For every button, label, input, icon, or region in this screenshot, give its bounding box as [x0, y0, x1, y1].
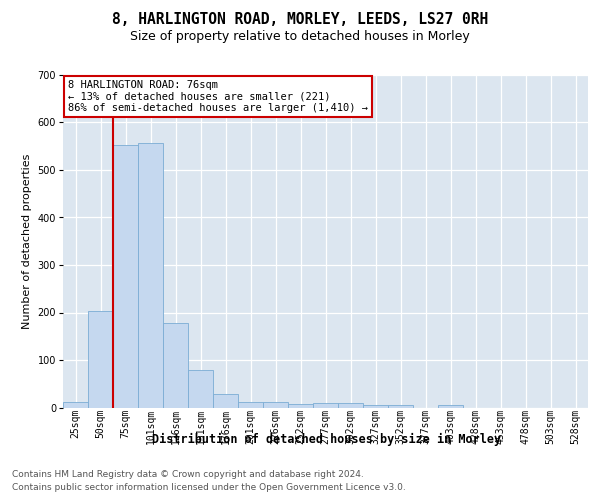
- Bar: [113, 146, 138, 408]
- Y-axis label: Number of detached properties: Number of detached properties: [22, 154, 32, 329]
- Bar: [63, 402, 88, 407]
- Bar: [88, 311, 113, 408]
- Bar: [163, 323, 188, 407]
- Bar: [288, 404, 313, 407]
- Text: 8 HARLINGTON ROAD: 76sqm
← 13% of detached houses are smaller (221)
86% of semi-: 8 HARLINGTON ROAD: 76sqm ← 13% of detach…: [68, 80, 368, 113]
- Bar: [313, 403, 338, 407]
- Bar: [213, 394, 238, 407]
- Bar: [188, 370, 213, 408]
- Bar: [238, 402, 263, 407]
- Text: 8, HARLINGTON ROAD, MORLEY, LEEDS, LS27 0RH: 8, HARLINGTON ROAD, MORLEY, LEEDS, LS27 …: [112, 12, 488, 28]
- Text: Size of property relative to detached houses in Morley: Size of property relative to detached ho…: [130, 30, 470, 43]
- Text: Contains public sector information licensed under the Open Government Licence v3: Contains public sector information licen…: [12, 484, 406, 492]
- Bar: [263, 402, 288, 407]
- Bar: [338, 403, 363, 407]
- Bar: [438, 405, 463, 407]
- Bar: [363, 404, 388, 407]
- Bar: [388, 405, 413, 407]
- Bar: [138, 143, 163, 407]
- Text: Contains HM Land Registry data © Crown copyright and database right 2024.: Contains HM Land Registry data © Crown c…: [12, 470, 364, 479]
- Text: Distribution of detached houses by size in Morley: Distribution of detached houses by size …: [152, 432, 502, 446]
